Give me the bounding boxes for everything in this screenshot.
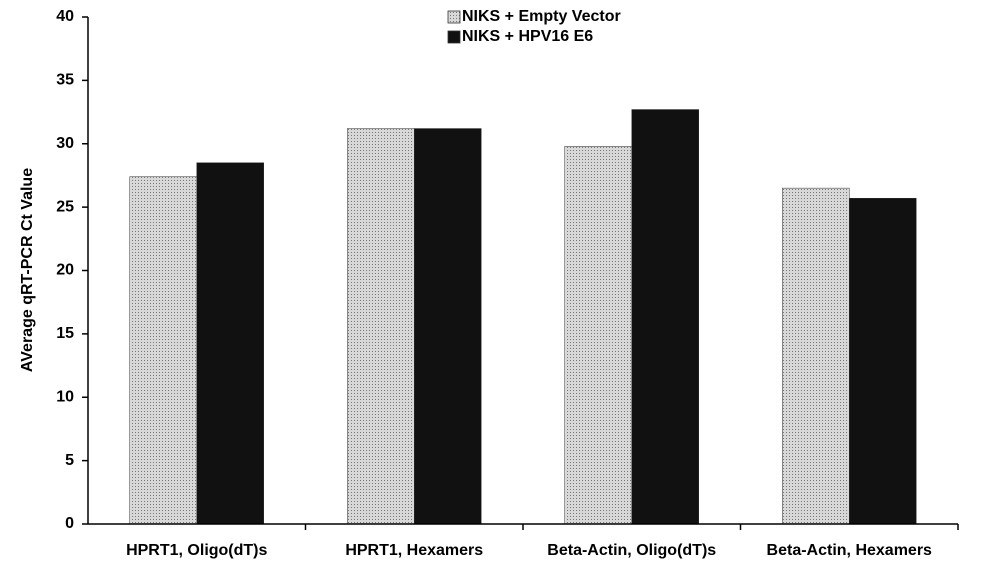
legend-swatch [447, 30, 461, 44]
x-tick-label: Beta-Actin, Hexamers [767, 542, 933, 559]
x-tick-label: HPRT1, Hexamers [345, 542, 483, 559]
y-tick-label: 20 [56, 262, 74, 279]
bar [631, 109, 699, 525]
y-tick-label: 35 [56, 72, 74, 89]
bar [196, 162, 264, 525]
y-tick-label: 15 [56, 325, 74, 342]
y-tick-label: 5 [65, 452, 74, 469]
y-tick-label: 40 [56, 8, 74, 25]
legend-label: NIKS + Empty Vector [462, 8, 621, 25]
y-axis-label: AVerage qRT-PCR Ct Value [19, 168, 36, 372]
x-tick-label: HPRT1, Oligo(dT)s [126, 542, 267, 559]
y-tick-label: 10 [56, 388, 74, 405]
bar [782, 187, 850, 525]
legend-swatch [447, 10, 461, 24]
bar [414, 128, 482, 525]
legend-label: NIKS + HPV16 E6 [462, 28, 593, 45]
bar [347, 128, 415, 525]
y-tick-label: 30 [56, 135, 74, 152]
y-tick-label: 0 [65, 515, 74, 532]
x-tick-label: Beta-Actin, Oligo(dT)s [547, 542, 716, 559]
bar [564, 146, 632, 525]
bar [849, 198, 917, 525]
bar [129, 176, 197, 525]
y-tick-label: 25 [56, 198, 74, 215]
